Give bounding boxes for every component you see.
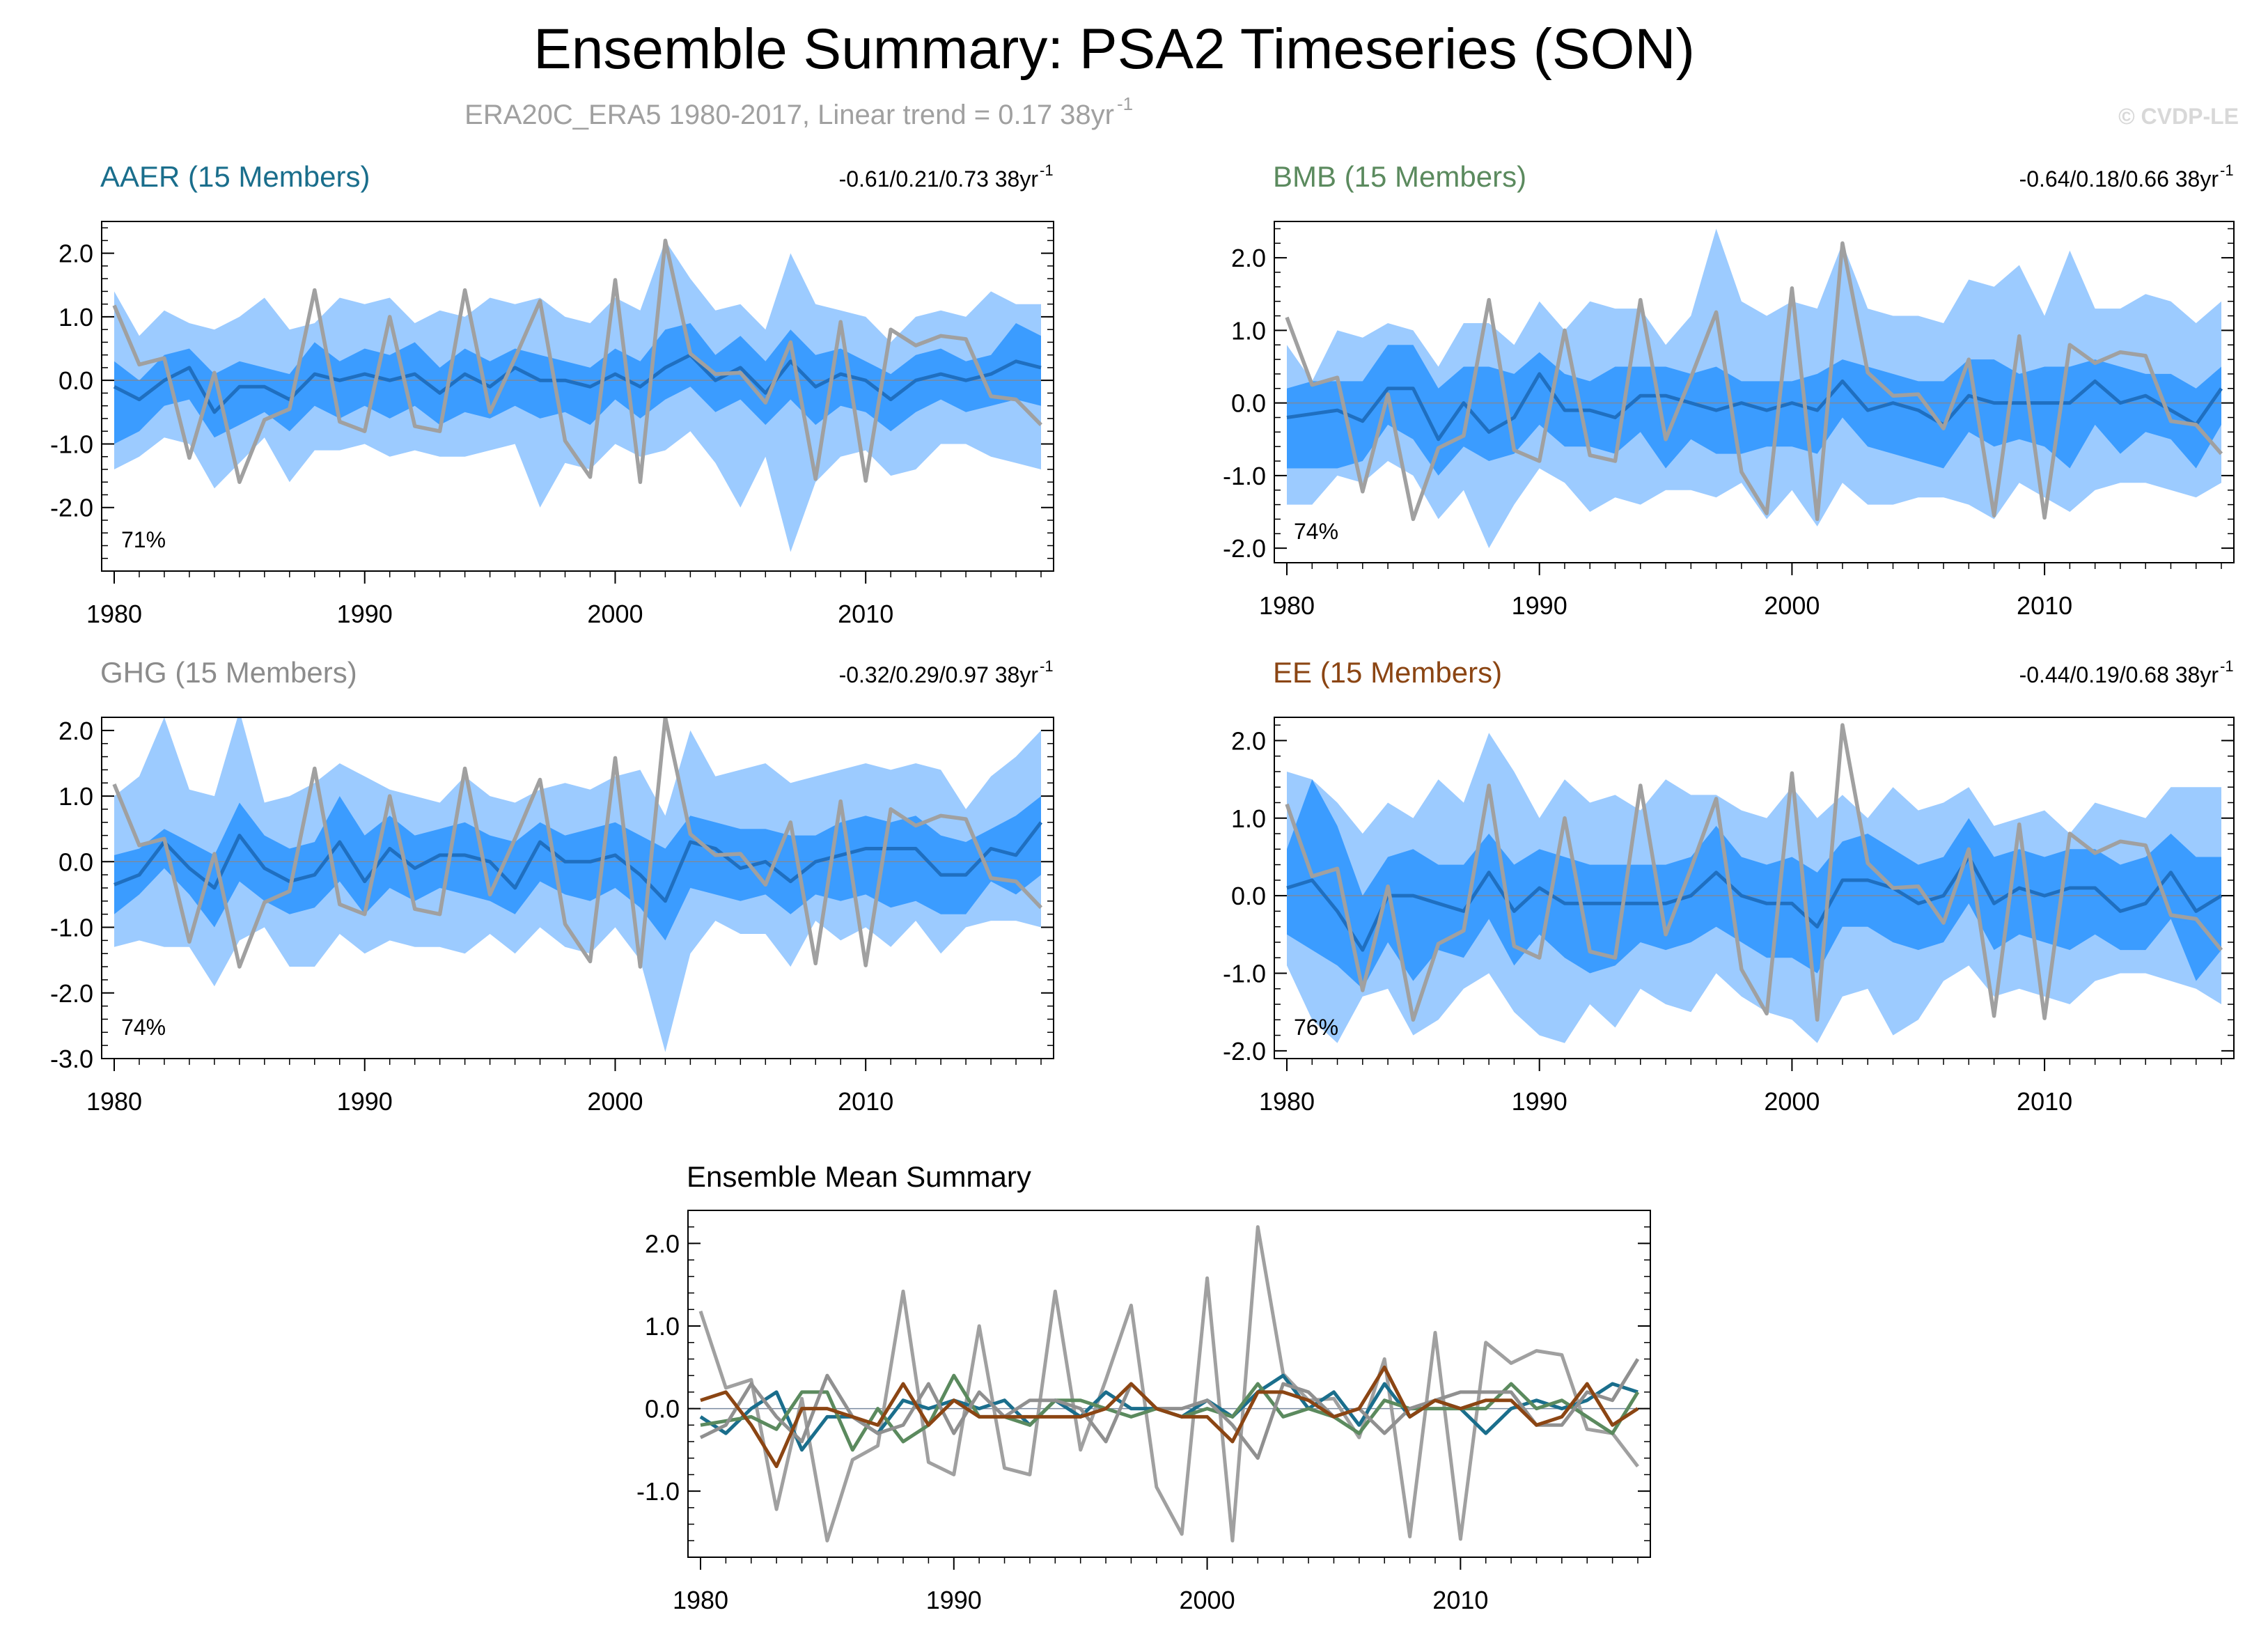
plot-area (102, 717, 1054, 1052)
trend-superscript: -1 (2220, 657, 2234, 675)
ytick-label-4-0: 2.0 (645, 1229, 680, 1258)
percent-label: 76% (1294, 1015, 1338, 1040)
ensemble-mean-line (1286, 372, 2223, 442)
credit-label: © CVDP-LE (2118, 104, 2239, 129)
ytick-label-2-0: 2.0 (58, 717, 93, 745)
ensemble-mean-line (113, 353, 1042, 414)
ytick-label-0-2: 0.0 (58, 366, 93, 395)
percent-label: 71% (121, 527, 166, 552)
xtick-label-0-0: 1980 (86, 600, 142, 628)
xtick-label-3-1: 1990 (1512, 1087, 1567, 1116)
ytick-label-2-3: -1.0 (50, 914, 93, 942)
ytick-label-2-4: -2.0 (50, 979, 93, 1008)
ytick-label-4-1: 1.0 (645, 1312, 680, 1341)
ytick-label-3-3: -1.0 (1223, 960, 1266, 988)
ensemble-mean-line (1286, 855, 2223, 952)
plot-area (102, 238, 1054, 552)
panel-aaer: 2.0 1.0 0.0 -1.0 -2.0 1980 1990 2000 2010 AAER (1… (50, 160, 1054, 628)
panel-title: BMB (15 Members) (1273, 160, 1526, 193)
xtick-label-4-1: 1990 (926, 1586, 982, 1614)
ytick-label-1-3: -1.0 (1223, 462, 1266, 490)
ytick-label-1-1: 1.0 (1231, 316, 1266, 345)
panel-title: Ensemble Mean Summary (687, 1160, 1031, 1193)
xtick-label-0-2: 2000 (587, 600, 643, 628)
xtick-label-2-0: 1980 (86, 1087, 142, 1116)
percent-label: 74% (121, 1015, 166, 1040)
xtick-label-3-3: 2010 (2017, 1087, 2072, 1116)
plot-area (1274, 723, 2234, 1043)
panel-bmb: 2.0 1.0 0.0 -1.0 -2.0 1980 1990 2000 2010 BMB (15… (1223, 160, 2235, 620)
inner-spread-band (114, 796, 1041, 941)
observed-line (112, 717, 1042, 969)
percent-label: 74% (1294, 519, 1338, 544)
observed-line (112, 238, 1042, 484)
xtick-label-0-1: 1990 (337, 600, 393, 628)
xtick-label-2-1: 1990 (337, 1087, 393, 1116)
trend-label: -0.32/0.29/0.97 38yr (839, 662, 1039, 687)
xtick-label-1-0: 1980 (1259, 591, 1315, 620)
xtick-label-3-2: 2000 (1764, 1087, 1820, 1116)
trend-label: -0.61/0.21/0.73 38yr (839, 166, 1039, 192)
ensemble-mean-line (114, 821, 1042, 903)
xtick-label-4-0: 1980 (673, 1586, 728, 1614)
ytick-label-3-4: -2.0 (1223, 1037, 1266, 1066)
xtick-label-0-3: 2010 (838, 600, 893, 628)
ytick-label-4-3: -1.0 (636, 1477, 680, 1506)
plot-frame-1 (1274, 221, 2235, 563)
ytick-label-0-0: 2.0 (58, 240, 93, 268)
panel-ghg: 2.0 1.0 0.0 -1.0 -2.0 -3.0 1980 1990 2000 2010 GHG… (50, 656, 1054, 1116)
trend-superscript: -1 (1040, 162, 1054, 179)
ytick-label-2-1: 1.0 (58, 782, 93, 811)
panel-title: AAER (15 Members) (100, 160, 370, 193)
observed-line (1285, 723, 2223, 1022)
inner-spread-band (1287, 345, 2221, 476)
ytick-label-0-3: -1.0 (50, 430, 93, 458)
plot-frame-4 (687, 1210, 1651, 1558)
ytick-label-0-4: -2.0 (50, 494, 93, 522)
panel-ensemble-mean-summary: 2.0 1.0 0.0 -1.0 1980 1990 2000 2010 Ensemble Me… (636, 1160, 1651, 1614)
plot-area (1274, 228, 2234, 549)
panel-title: EE (15 Members) (1273, 656, 1502, 689)
ytick-label-3-0: 2.0 (1231, 726, 1266, 755)
figure-subtitle: ERA20C_ERA5 1980-2017, Linear trend = 0.… (464, 100, 1114, 130)
ytick-label-3-1: 1.0 (1231, 804, 1266, 833)
plot-area (688, 1225, 1650, 1543)
observed-line (698, 1225, 1639, 1543)
xtick-label-1-2: 2000 (1764, 591, 1820, 620)
plot-frame-3 (1274, 717, 2235, 1059)
trend-superscript: -1 (2220, 162, 2234, 179)
plot-frame-0 (101, 221, 1054, 572)
observed-line (1285, 241, 2223, 522)
subtitle-superscript: -1 (1117, 93, 1133, 114)
ytick-label-1-0: 2.0 (1231, 244, 1266, 272)
figure-title: Ensemble Summary: PSA2 Timeseries (SON) (533, 17, 1695, 81)
ee-mean-line (700, 1365, 1639, 1469)
panel-title: GHG (15 Members) (100, 656, 357, 689)
trend-label: -0.44/0.19/0.68 38yr (2019, 662, 2219, 687)
ytick-label-1-2: 0.0 (1231, 389, 1266, 418)
trend-superscript: -1 (1040, 657, 1054, 675)
inner-spread-band (1287, 779, 2221, 989)
trend-label: -0.64/0.18/0.66 38yr (2019, 166, 2219, 192)
subtitle-main: ERA20C_ERA5 1980-2017, Linear trend = 0.… (464, 100, 1114, 130)
xtick-label-1-3: 2010 (2017, 591, 2072, 620)
ytick-label-2-5: -3.0 (50, 1045, 93, 1073)
panel-ee: 2.0 1.0 0.0 -1.0 -2.0 1980 1990 2000 2010 EE (15 … (1223, 656, 2235, 1116)
xtick-label-2-3: 2010 (838, 1087, 893, 1116)
xtick-label-4-3: 2010 (1432, 1586, 1488, 1614)
xtick-label-2-2: 2000 (587, 1087, 643, 1116)
ytick-label-1-4: -2.0 (1223, 534, 1266, 563)
xtick-label-3-0: 1980 (1259, 1087, 1315, 1116)
xtick-label-1-1: 1990 (1512, 591, 1567, 620)
xtick-label-4-2: 2000 (1180, 1586, 1235, 1614)
ytick-label-0-1: 1.0 (58, 303, 93, 332)
ytick-label-3-2: 0.0 (1231, 882, 1266, 910)
panels: 2.0 1.0 0.0 -1.0 -2.0 1980 1990 2000 2010 AAER (1… (50, 160, 2235, 1614)
ytick-label-4-2: 0.0 (645, 1395, 680, 1424)
ytick-label-2-2: 0.0 (58, 848, 93, 876)
